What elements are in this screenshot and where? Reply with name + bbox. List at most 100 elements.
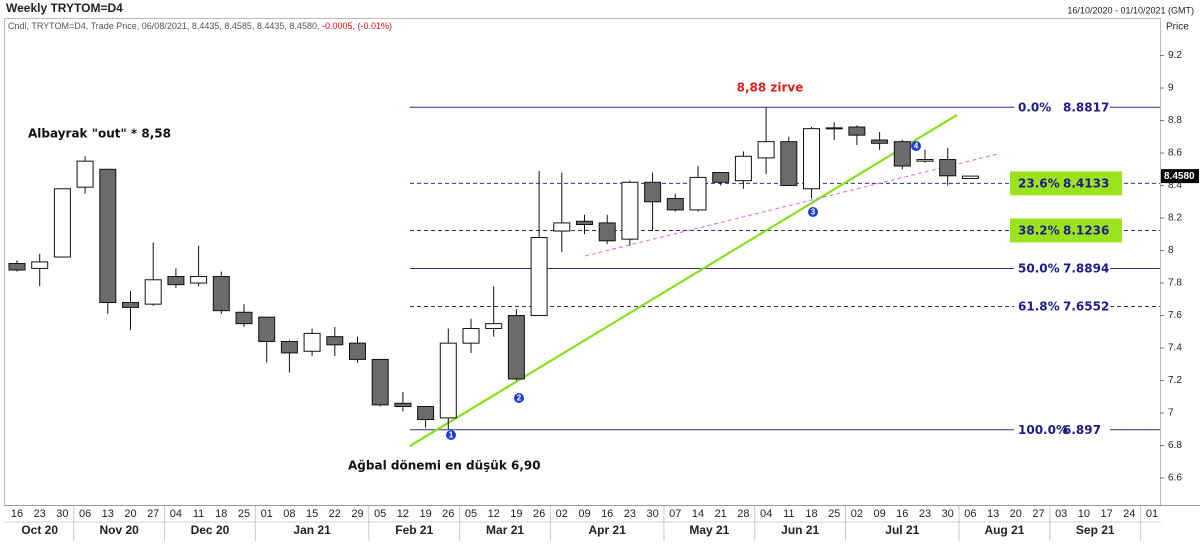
x-tick-label: 20 (124, 508, 136, 520)
x-tick-label: 06 (79, 508, 91, 520)
info-change: -0.0005, (-0.01%) (322, 21, 392, 31)
candle-body (621, 181, 639, 240)
x-tick-label: 04 (170, 508, 182, 520)
y-tick-label: 9 (1168, 83, 1174, 94)
candle-body (871, 139, 889, 144)
info-line: Cndl, TRYTOM=D4, Trade Price, 06/08/2021… (8, 21, 392, 31)
candle-body (76, 160, 94, 188)
fib-label-bg (1014, 175, 1118, 192)
x-tick-label: 09 (873, 508, 885, 520)
y-tick-label: 6.6 (1168, 473, 1182, 484)
marker-dot (808, 207, 818, 217)
x-tick-label: 08 (283, 508, 295, 520)
x-tick-label: 13 (987, 508, 999, 520)
month-label: Apr 21 (589, 523, 627, 537)
month-label: Feb 21 (395, 523, 433, 537)
candle-body (280, 341, 298, 354)
y-tick-label: 8.8 (1168, 115, 1182, 126)
candle-body (644, 181, 662, 203)
x-tick-label: 30 (646, 508, 658, 520)
candle-body (99, 168, 117, 304)
candle-body (122, 302, 139, 308)
x-tick-label: 03 (1055, 508, 1067, 520)
marker-dot (514, 393, 524, 403)
candle-body (961, 175, 979, 179)
x-tick-label: 05 (465, 508, 477, 520)
x-tick-label: 21 (715, 508, 727, 520)
x-tick-label: 02 (851, 508, 863, 520)
candle-body (439, 342, 457, 419)
candle-body (417, 406, 435, 421)
candle-body (144, 279, 162, 305)
y-tick-label: 8.4 (1168, 180, 1182, 191)
candle-body (371, 358, 389, 406)
marker-label: 2 (517, 394, 522, 403)
x-tick-label: 02 (556, 508, 568, 520)
marker: 1 (446, 430, 456, 440)
x-tick-label: 23 (624, 508, 636, 520)
month-label: Nov 20 (99, 523, 139, 537)
fib-value: 8.8817 (1063, 100, 1109, 114)
x-tick-label: 11 (783, 508, 794, 520)
month-label: Jan 21 (293, 523, 331, 537)
x-tick-label: 15 (306, 508, 318, 520)
candle-body (485, 323, 503, 330)
candles (8, 107, 979, 430)
x-tick-label: 17 (1100, 508, 1112, 520)
x-tick-label: 16 (11, 508, 23, 520)
candle-body (53, 188, 71, 258)
x-tick-label: 14 (692, 508, 704, 520)
marker: 2 (514, 393, 524, 403)
x-tick-label: 06 (964, 508, 976, 520)
y-tick-label: 7.4 (1168, 343, 1182, 354)
x-tick-label: 30 (56, 508, 68, 520)
candle-body (553, 222, 571, 232)
y-tick-label: 8.6 (1168, 148, 1182, 159)
y-tick-label: 7.8 (1168, 278, 1182, 289)
month-label: Jun 21 (781, 523, 819, 537)
candle-body (939, 159, 957, 177)
x-tick-label: 19 (419, 508, 431, 520)
marker: 3 (808, 207, 818, 217)
x-tick-label: 01 (1146, 508, 1158, 520)
x-tick-label: 28 (737, 508, 749, 520)
x-tick-label: 11 (193, 508, 204, 520)
y-axis-label: Price (1166, 22, 1189, 33)
fib-percent: 61.8% (1018, 300, 1060, 314)
fib-value: 7.6552 (1063, 300, 1109, 314)
candle-body (258, 316, 276, 343)
x-tick-label: 05 (374, 508, 386, 520)
fib-label-bg (1014, 222, 1118, 239)
high-note: Albayrak "out" * 8,58 (28, 127, 171, 141)
x-tick-label: 30 (942, 508, 954, 520)
candle-body (507, 315, 525, 380)
candle-body (666, 198, 684, 211)
x-tick-label: 27 (147, 508, 159, 520)
fib-value: 8.4133 (1063, 176, 1109, 190)
low-note: Ağbal dönemi en düşük 6,90 (348, 459, 541, 473)
candle-body (349, 342, 366, 360)
fib-label-bg (1014, 421, 1110, 438)
month-label: Dec 20 (191, 523, 230, 537)
marker-label: 1 (449, 431, 454, 440)
trend-line (409, 114, 958, 447)
x-tick-label: 09 (578, 508, 590, 520)
candle-body (212, 276, 230, 312)
candle-body (303, 332, 321, 352)
fib-percent: 50.0% (1018, 262, 1060, 276)
y-tick-label: 8.2 (1168, 213, 1182, 224)
candle-body (394, 402, 412, 408)
last-price-box (1161, 169, 1199, 184)
month-label: Oct 20 (21, 523, 58, 537)
x-tick-label: 24 (1123, 508, 1135, 520)
x-tick-label: 27 (1032, 508, 1044, 520)
x-tick-label: 12 (397, 508, 409, 520)
y-tick-label: 6.8 (1168, 440, 1182, 451)
x-tick-label: 19 (510, 508, 522, 520)
x-tick-label: 16 (601, 508, 613, 520)
fib-label-bg (1014, 99, 1110, 116)
candle-body (8, 263, 26, 271)
candle-body (326, 336, 344, 346)
marker-dot (446, 430, 456, 440)
